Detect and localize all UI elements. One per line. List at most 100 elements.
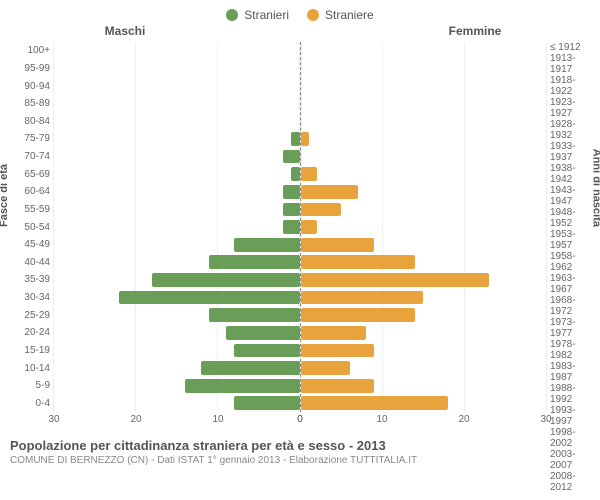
bar-female [301,308,416,322]
bar-female [301,379,375,393]
y-tick-age: 20-24 [10,324,50,342]
y-tick-birth: 1943-1947 [550,185,590,207]
y-axis-title-right: Anni di nascita [590,149,600,227]
chart-footer: Popolazione per cittadinanza straniera p… [10,438,590,466]
y-tick-birth: 1978-1982 [550,339,590,361]
y-axis-title-left: Fasce di età [0,164,10,227]
x-tick: 20 [458,414,469,425]
bar-female [301,203,342,217]
legend-swatch-female [307,9,319,21]
bars-area [54,42,546,412]
y-tick-birth: 1923-1927 [550,97,590,119]
y-tick-age: 40-44 [10,254,50,272]
bar-row-male [54,130,300,148]
y-tick-age: 75-79 [10,130,50,148]
bar-female [301,344,375,358]
y-tick-birth: 1913-1917 [550,53,590,75]
bar-row-female [301,42,547,60]
y-tick-birth: 1968-1972 [550,295,590,317]
y-tick-age: 45-49 [10,236,50,254]
bar-male [201,361,299,375]
y-tick-birth: 2008-2012 [550,471,590,493]
y-tick-age: 60-64 [10,183,50,201]
col-header-male: Maschi [10,24,300,38]
bar-row-male [54,254,300,272]
bar-male [119,291,299,305]
bar-female [301,291,424,305]
x-tick: 30 [540,414,551,425]
bar-row-female [301,77,547,95]
bar-female [301,238,375,252]
y-tick-birth: 1958-1962 [550,251,590,273]
bar-row-female [301,342,547,360]
bar-row-male [54,42,300,60]
bar-row-female [301,395,547,413]
legend-label-male: Stranieri [244,8,289,22]
bar-row-female [301,289,547,307]
bar-female [301,255,416,269]
y-tick-age: 90-94 [10,77,50,95]
bar-row-male [54,95,300,113]
x-axis: 0102030 0102030 [10,414,590,428]
bar-male [283,150,299,164]
bar-row-male [54,218,300,236]
bar-male [234,396,299,410]
y-tick-birth: 1993-1997 [550,405,590,427]
y-tick-age: 55-59 [10,201,50,219]
col-header-female: Femmine [300,24,590,38]
x-axis-left: 0102030 [54,414,300,428]
legend-item-female: Straniere [307,8,374,22]
chart-title: Popolazione per cittadinanza straniera p… [10,438,590,453]
bar-row-male [54,377,300,395]
x-tick: 0 [297,414,303,425]
x-tick: 10 [376,414,387,425]
plot-area: 100+95-9990-9485-8980-8475-7970-7465-696… [10,42,590,412]
bars-male [54,42,301,412]
bar-row-female [301,95,547,113]
bar-row-female [301,113,547,131]
bar-female [301,167,317,181]
bar-row-male [54,306,300,324]
y-tick-age: 0-4 [10,395,50,413]
bar-male [234,238,299,252]
bar-female [301,396,448,410]
bar-row-female [301,218,547,236]
y-tick-birth: 1953-1957 [550,229,590,251]
bar-male [283,185,299,199]
bar-male [185,379,300,393]
bar-male [234,344,299,358]
y-tick-age: 95-99 [10,60,50,78]
x-tick: 10 [212,414,223,425]
bars-female [301,42,547,412]
bar-row-female [301,377,547,395]
bar-row-male [54,113,300,131]
bar-row-male [54,359,300,377]
bar-male [283,220,299,234]
bar-male [291,132,299,146]
y-tick-birth: 1973-1977 [550,317,590,339]
population-pyramid-chart: Stranieri Straniere Maschi Femmine Fasce… [0,0,600,500]
y-tick-age: 100+ [10,42,50,60]
bar-row-female [301,254,547,272]
bar-male [226,326,300,340]
column-headers: Maschi Femmine [10,24,590,38]
bar-row-female [301,183,547,201]
y-tick-birth: 1963-1967 [550,273,590,295]
bar-male [209,308,299,322]
y-tick-birth: 1938-1942 [550,163,590,185]
bar-row-male [54,236,300,254]
bar-row-female [301,148,547,166]
bar-row-male [54,289,300,307]
bar-female [301,361,350,375]
y-tick-birth: 1988-1992 [550,383,590,405]
bar-row-male [54,342,300,360]
bar-row-female [301,324,547,342]
y-tick-age: 30-34 [10,289,50,307]
bar-row-female [301,201,547,219]
y-tick-birth: 1933-1937 [550,141,590,163]
y-tick-age: 25-29 [10,306,50,324]
bar-male [152,273,299,287]
bar-row-male [54,324,300,342]
bar-female [301,326,366,340]
y-tick-age: 80-84 [10,113,50,131]
